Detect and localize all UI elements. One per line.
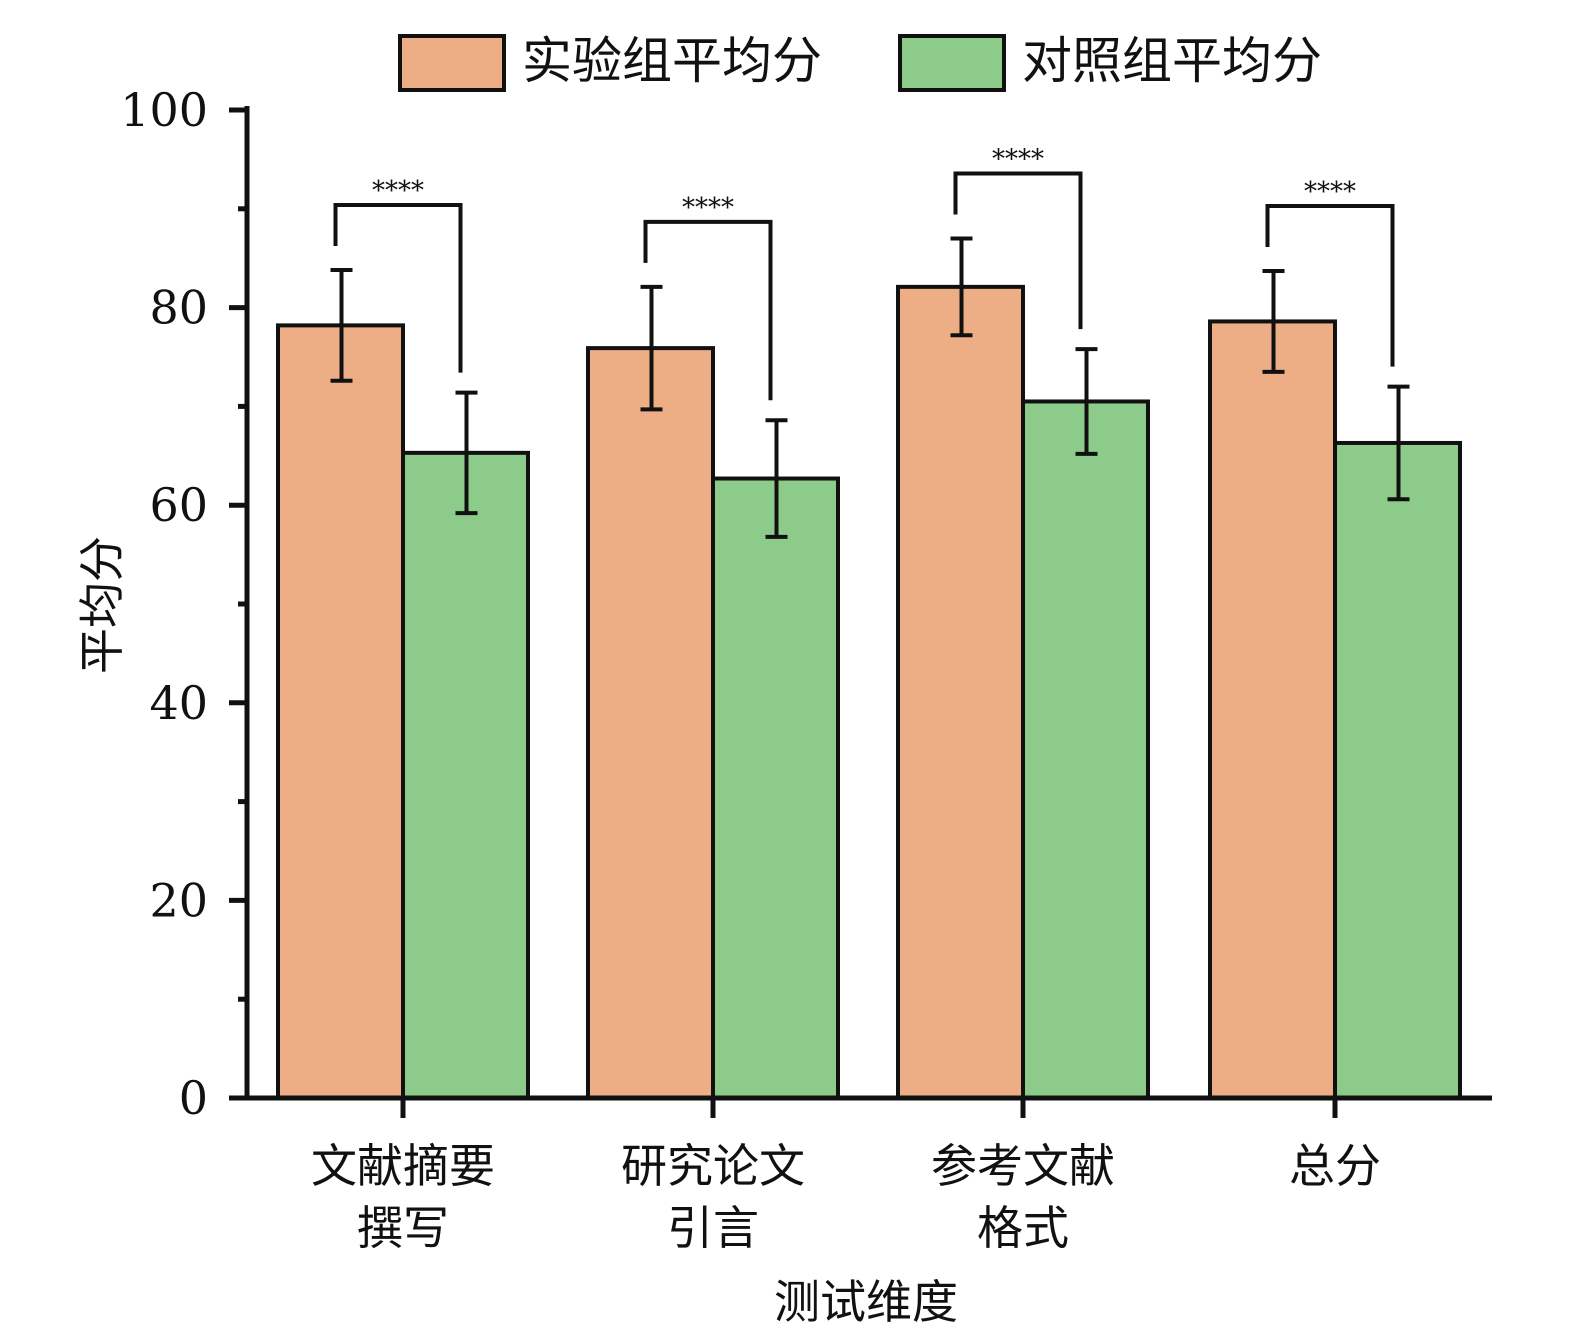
x-tick-label: 总分: [1289, 1139, 1381, 1193]
bars: **** **** **** ****: [276, 144, 1462, 1101]
bar-experimental: [276, 323, 405, 1101]
significance-bracket: [643, 219, 773, 401]
legend-swatch: [398, 34, 506, 92]
y-axis-label: 平均分: [75, 536, 129, 674]
x-tick-label: 撰写: [357, 1201, 449, 1255]
bar-experimental: [586, 346, 715, 1101]
x-tick-label: 参考文献: [931, 1139, 1115, 1193]
legend-label: 实验组平均分: [522, 32, 822, 90]
significance-label: ****: [1304, 177, 1356, 207]
legend-swatch: [898, 34, 1006, 92]
bar-control: [1333, 440, 1462, 1100]
significance-label: ****: [992, 144, 1044, 174]
y-tick-label: 20: [149, 873, 208, 927]
significance-label: ****: [372, 176, 424, 206]
x-tick-label: 格式: [977, 1201, 1069, 1255]
significance-label: ****: [682, 193, 734, 223]
legend: 实验组平均分 对照组平均分: [398, 32, 1322, 92]
y-tick-label: 0: [179, 1071, 208, 1125]
bar-experimental: [1208, 319, 1337, 1100]
x-tick-label: 引言: [667, 1201, 759, 1255]
significance-bracket: [1265, 204, 1395, 367]
x-tick-label: 文献摘要: [311, 1139, 495, 1193]
legend-label: 对照组平均分: [1022, 32, 1322, 90]
bar-control: [711, 476, 840, 1100]
bar-experimental: [896, 284, 1025, 1100]
y-tick-label: 100: [120, 83, 208, 137]
x-axis-label: 测试维度: [774, 1275, 958, 1329]
y-tick-label: 80: [149, 281, 208, 335]
significance-bracket: [333, 203, 463, 373]
x-tick-label: 研究论文: [621, 1139, 805, 1193]
y-tick-label: 60: [149, 478, 208, 532]
bar-control: [401, 450, 530, 1100]
bar-control: [1021, 399, 1150, 1100]
significance-bracket: [953, 171, 1083, 330]
y-tick-label: 40: [149, 676, 208, 730]
